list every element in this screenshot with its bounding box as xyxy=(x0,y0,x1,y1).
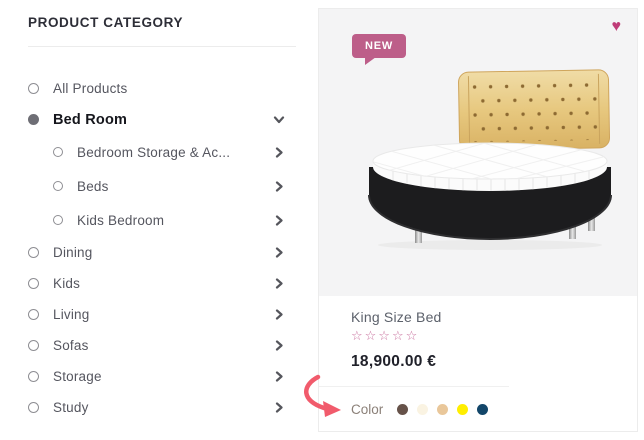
chevron-right-icon[interactable] xyxy=(274,247,284,258)
radio-icon xyxy=(28,309,39,320)
product-card[interactable]: NEW ♥ xyxy=(318,8,638,432)
sidebar-item-label: Sofas xyxy=(53,338,89,353)
chevron-down-icon[interactable] xyxy=(273,115,285,125)
chevron-right-icon[interactable] xyxy=(274,278,284,289)
chevron-right-icon[interactable] xyxy=(274,371,284,382)
sidebar-item-kids-bedroom[interactable]: Kids Bedroom xyxy=(28,203,296,237)
heart-icon[interactable]: ♥ xyxy=(611,18,622,35)
sidebar-item-label: All Products xyxy=(53,81,128,96)
color-swatch-dark-brown[interactable] xyxy=(397,404,409,415)
sidebar-item-bed-room[interactable]: Bed Room xyxy=(28,104,296,135)
color-label: Color xyxy=(351,402,384,417)
chevron-right-icon[interactable] xyxy=(274,180,284,192)
product-image-area: NEW ♥ xyxy=(319,9,637,296)
sidebar-item-storage[interactable]: Storage xyxy=(28,361,296,392)
annotation-arrow-icon xyxy=(304,374,341,417)
sidebar-item-kids[interactable]: Kids xyxy=(28,268,296,299)
chevron-right-icon[interactable] xyxy=(274,309,284,320)
chevron-right-icon[interactable] xyxy=(274,146,284,158)
color-row: Color xyxy=(351,402,617,417)
radio-icon xyxy=(53,147,63,157)
radio-icon xyxy=(53,181,63,191)
radio-icon xyxy=(28,340,39,351)
product-category-sidebar: PRODUCT CATEGORY All Products Bed Room Bed… xyxy=(0,0,308,440)
color-swatch-navy[interactable] xyxy=(477,404,489,415)
sidebar-item-beds[interactable]: Beds xyxy=(28,169,296,203)
radio-icon xyxy=(28,247,39,258)
radio-selected-icon xyxy=(28,114,39,125)
sidebar-item-label: Living xyxy=(53,307,90,322)
category-list: All Products Bed Room Bedroom Storage & Ac… xyxy=(28,73,296,423)
radio-icon xyxy=(53,215,63,225)
sidebar-item-label: Kids xyxy=(53,276,81,291)
sidebar-item-dining[interactable]: Dining xyxy=(28,237,296,268)
sidebar-item-label: Storage xyxy=(53,369,102,384)
radio-icon xyxy=(28,278,39,289)
product-title[interactable]: King Size Bed xyxy=(351,309,442,325)
product-info: King Size Bed ☆☆☆☆☆ 18,900.00 € Color xyxy=(319,296,637,417)
sidebar-item-label: Beds xyxy=(77,178,109,194)
info-divider xyxy=(319,386,509,387)
product-image xyxy=(368,69,612,250)
sidebar-item-bedroom-storage-ac[interactable]: Bedroom Storage & Ac... xyxy=(28,135,296,169)
sidebar-item-all-products[interactable]: All Products xyxy=(28,73,296,104)
chevron-right-icon[interactable] xyxy=(274,340,284,351)
color-swatch-tan[interactable] xyxy=(437,404,449,415)
chevron-right-icon[interactable] xyxy=(274,214,284,226)
rating-stars[interactable]: ☆☆☆☆☆ xyxy=(351,328,420,343)
sidebar-item-study[interactable]: Study xyxy=(28,392,296,423)
sidebar-item-label: Bed Room xyxy=(53,111,128,128)
sidebar-item-sofas[interactable]: Sofas xyxy=(28,330,296,361)
sidebar-item-label: Study xyxy=(53,400,89,415)
radio-icon xyxy=(28,402,39,413)
color-swatch-cream[interactable] xyxy=(417,404,429,415)
color-swatch-yellow[interactable] xyxy=(457,404,469,415)
sidebar-item-label: Bedroom Storage & Ac... xyxy=(77,144,231,160)
sidebar-item-label: Kids Bedroom xyxy=(77,212,165,228)
chevron-right-icon[interactable] xyxy=(274,402,284,413)
new-badge: NEW xyxy=(352,34,407,65)
sidebar-title: PRODUCT CATEGORY xyxy=(28,15,184,30)
product-price: 18,900.00 € xyxy=(351,353,437,370)
sidebar-item-living[interactable]: Living xyxy=(28,299,296,330)
radio-icon xyxy=(28,83,39,94)
sidebar-divider xyxy=(28,46,296,47)
sidebar-item-label: Dining xyxy=(53,245,93,260)
color-swatches xyxy=(397,404,489,415)
radio-icon xyxy=(28,371,39,382)
